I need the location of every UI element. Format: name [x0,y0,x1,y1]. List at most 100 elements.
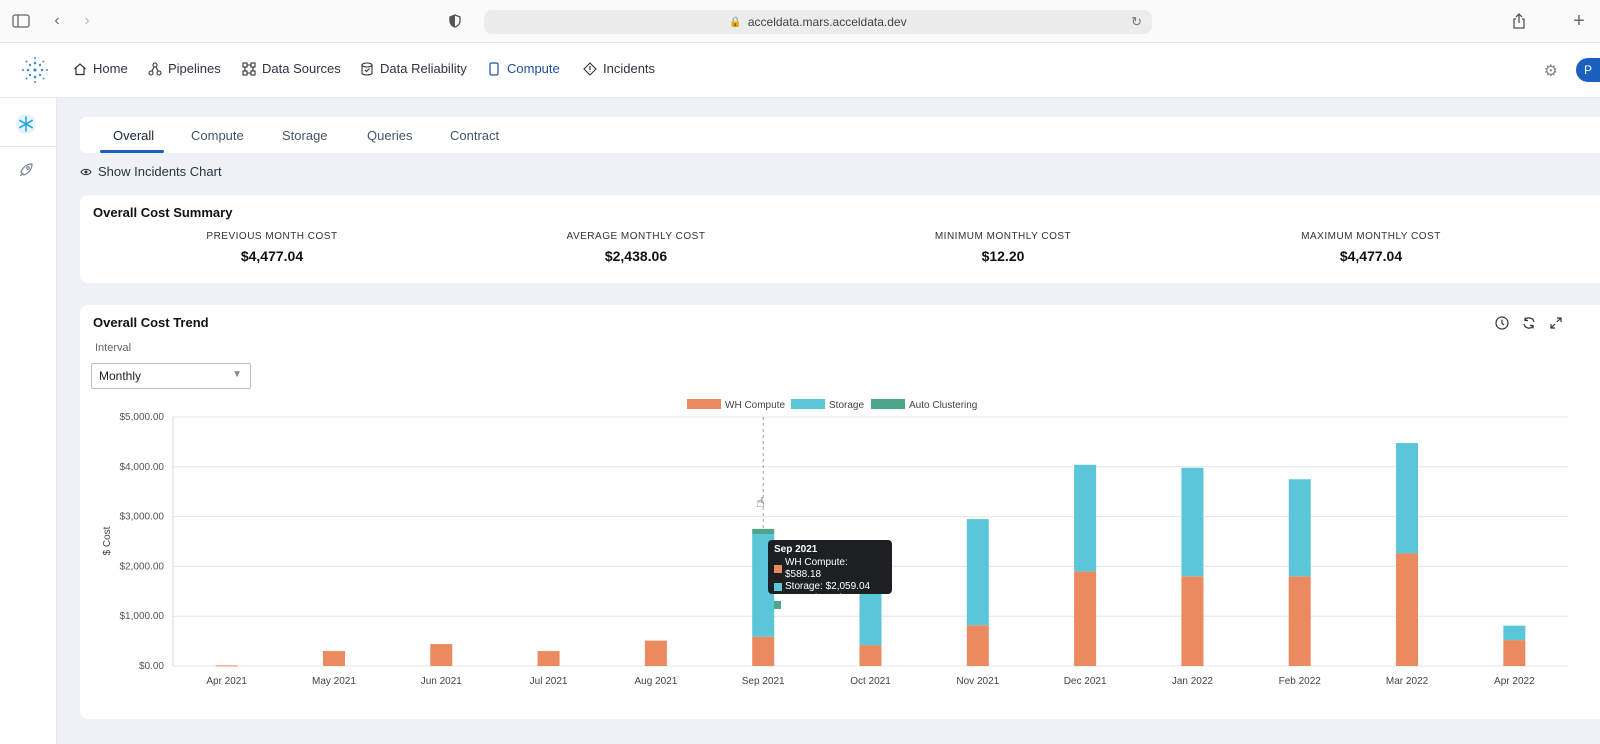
overall-cost-trend-card: Overall Cost Trend Interval Monthly ▼ [80,305,1600,719]
tooltip-row-text: Auto Clustering: $105.62 [784,593,856,616]
info-icon[interactable] [1494,315,1510,331]
new-tab-icon[interactable]: + [1573,9,1585,32]
bar-storage [1074,464,1097,572]
metric-maximum-monthly: MAXIMUM MONTHLY COST $4,477.04 [1241,231,1501,264]
bar-wh-compute [537,651,560,666]
app-navbar: Home Pipelines Data Sources Data Reliabi… [0,43,1600,98]
bar-auto-clustering [752,528,775,535]
compute-icon [489,61,499,76]
bar-storage [966,519,989,626]
nav-home[interactable]: Home [73,61,128,76]
metric-average-monthly: AVERAGE MONTHLY COST $2,438.06 [506,231,766,264]
data-sources-icon [242,61,256,76]
rocket-icon[interactable] [12,156,40,184]
x-tick-label: Aug 2021 [634,676,677,687]
bar-wh-compute [1396,553,1419,666]
nav-data-reliability-label: Data Reliability [380,61,467,76]
x-tick-label: Dec 2021 [1064,676,1107,687]
tab-contract[interactable]: Contract [450,128,500,143]
metric-label: MINIMUM MONTHLY COST [934,231,1072,242]
data-reliability-icon [361,61,373,76]
metric-minimum-monthly: MINIMUM MONTHLY COST $12.20 [873,231,1133,264]
nav-home-label: Home [93,61,128,76]
refresh-icon[interactable] [1521,315,1537,331]
nav-compute[interactable]: Compute [487,61,560,76]
forward-icon[interactable]: › [84,12,90,29]
bar-storage [1288,479,1311,577]
tab-storage[interactable]: Storage [282,128,328,143]
acceldata-logo-icon[interactable] [20,55,50,85]
tab-overall[interactable]: Overall [113,128,155,143]
chart-tooltip: Sep 2021 WH Compute: $588.18 Storage: $2… [768,540,892,616]
y-tick-label: $2,000.00 [120,561,165,572]
bar-storage [1396,443,1419,554]
y-tick-label: $5,000.00 [120,412,165,423]
incidents-icon [583,61,597,76]
tooltip-row: WH Compute: $588.18 [774,557,886,581]
metric-label: PREVIOUS MONTH COST [206,231,338,242]
x-tick-label: Jul 2021 [530,676,568,687]
snowflake-icon[interactable] [12,110,40,138]
metric-value: $2,438.06 [604,248,668,264]
y-tick-label: $1,000.00 [120,611,165,622]
x-tick-label: Mar 2022 [1386,676,1429,687]
tooltip-row: Auto Clustering: $105.62 [774,593,886,617]
summary-title: Overall Cost Summary [93,205,233,220]
metric-previous-month: PREVIOUS MONTH COST $4,477.04 [142,231,402,264]
legend-swatch [871,399,905,409]
metric-value: $4,477.04 [1339,248,1403,264]
swatch-wh-compute [774,565,782,573]
x-tick-label: May 2021 [312,676,356,687]
swatch-storage [774,583,782,591]
legend-swatch [791,399,825,409]
x-tick-label: Feb 2022 [1279,676,1322,687]
nav-data-sources[interactable]: Data Sources [242,61,341,76]
x-tick-label: Apr 2022 [1494,676,1535,687]
tooltip-row: Storage: $2,059.04 [774,581,886,593]
nav-data-reliability[interactable]: Data Reliability [360,61,467,76]
interval-select[interactable]: Monthly ▼ [91,363,251,389]
x-tick-label: Oct 2021 [850,676,891,687]
tooltip-row-text: Storage: $2,059.04 [785,581,871,592]
tab-compute[interactable]: Compute [191,128,244,143]
tabs-bar: Overall Compute Storage Queries Contract [80,117,1600,153]
nav-incidents-label: Incidents [603,61,656,76]
legend-label: Storage [829,400,864,411]
tab-queries[interactable]: Queries [367,128,413,143]
trend-title: Overall Cost Trend [93,315,209,330]
url-text: acceldata.mars.acceldata.dev [747,15,907,29]
y-axis-label: $ Cost [102,526,113,555]
swatch-auto-clustering [774,601,782,609]
x-tick-label: Jun 2021 [421,676,463,687]
settings-gear-icon[interactable]: ⚙ [1543,63,1558,80]
tooltip-row-text: WH Compute: $588.18 [784,557,848,580]
x-tick-label: Nov 2021 [956,676,999,687]
metric-value: $4,477.04 [240,248,304,264]
back-icon[interactable]: ‹ [54,12,60,29]
y-tick-label: $4,000.00 [120,462,165,473]
reload-icon[interactable]: ↻ [1131,14,1142,29]
bar-storage [1181,467,1204,577]
user-avatar[interactable]: P [1576,58,1600,82]
bar-wh-compute [322,651,345,666]
address-bar[interactable]: 🔒 acceldata.mars.acceldata.dev ↻ [484,10,1152,34]
y-tick-label: $0.00 [139,661,164,672]
overall-cost-summary-card: Overall Cost Summary PREVIOUS MONTH COST… [80,195,1600,283]
share-icon[interactable] [1508,10,1530,32]
show-incidents-label: Show Incidents Chart [98,164,222,179]
legend-label: WH Compute [725,400,785,411]
x-tick-label: Jan 2022 [1172,676,1214,687]
nav-pipelines[interactable]: Pipelines [148,61,221,76]
show-incidents-toggle[interactable]: Show Incidents Chart [80,164,222,179]
shield-icon[interactable] [444,10,466,32]
bar-wh-compute [1074,571,1097,666]
nav-incidents[interactable]: Incidents [583,61,655,76]
sidebar-toggle-icon[interactable] [10,10,32,32]
nav-pipelines-label: Pipelines [168,61,221,76]
y-tick-label: $3,000.00 [120,512,165,523]
expand-icon[interactable] [1548,315,1564,331]
metric-value: $12.20 [981,248,1025,264]
bar-storage [1503,625,1526,641]
nav-compute-label: Compute [507,61,560,76]
nav-data-sources-label: Data Sources [262,61,341,76]
